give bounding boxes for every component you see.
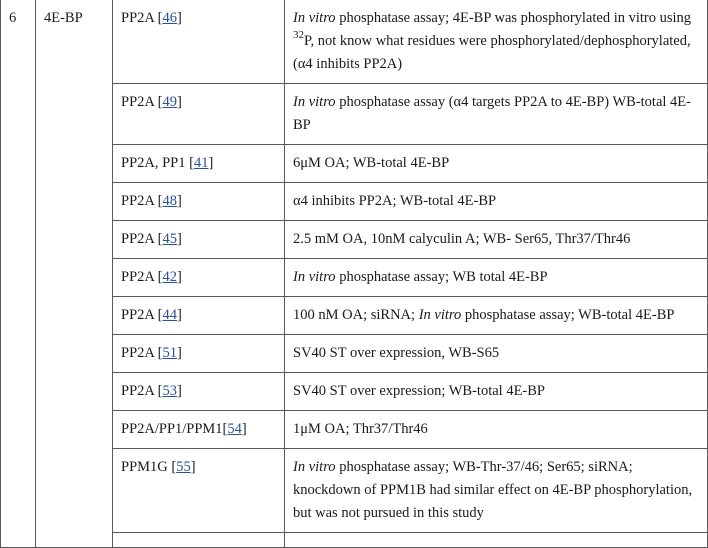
enzyme-text: PP2A [ bbox=[121, 193, 163, 209]
detail-italic: In vitro bbox=[418, 307, 462, 323]
detail-cell: 1μM OA; Thr37/Thr46 bbox=[284, 410, 708, 449]
enzyme-text: PP2A, PP1 [ bbox=[121, 155, 194, 171]
enzyme-cell: PP2A [53] bbox=[112, 372, 285, 411]
enzyme-text-end: ] bbox=[177, 345, 182, 361]
enzyme-text-end: ] bbox=[177, 193, 182, 209]
row-number: 6 bbox=[9, 10, 17, 26]
detail-text: phosphatase assay; WB-Thr-37/46; Ser65; … bbox=[293, 459, 693, 521]
enzyme-cell: PP2A [42] bbox=[112, 258, 285, 297]
detail-text: α4 inhibits PP2A; WB-total 4E-BP bbox=[293, 193, 497, 209]
reference-link[interactable]: 44 bbox=[162, 307, 178, 323]
enzyme-cell: PP2A/PP1/PPM1[54] bbox=[112, 410, 285, 449]
enzyme-text: PP2A [ bbox=[121, 307, 163, 323]
reference-link[interactable]: 42 bbox=[162, 269, 178, 285]
detail-text: SV40 ST over expression; WB-total 4E-BP bbox=[293, 383, 545, 399]
table-row: PP2A [44] 100 nM OA; siRNA; In vitro pho… bbox=[1, 296, 708, 335]
enzyme-cell: PP2A [44] bbox=[112, 296, 285, 335]
enzyme-text-end: ] bbox=[190, 459, 196, 475]
table-row: PP2A [49] In vitro phosphatase assay (α4… bbox=[1, 83, 708, 145]
reference-link[interactable]: 46 bbox=[162, 10, 178, 26]
isotope-superscript: 32 bbox=[293, 29, 304, 41]
enzyme-cell: PP2A [45] bbox=[112, 220, 285, 259]
enzyme-text-end: ] bbox=[177, 94, 182, 110]
detail-cell: 6μM OA; WB-total 4E-BP bbox=[284, 144, 708, 183]
enzyme-text-end: ] bbox=[177, 231, 182, 247]
detail-text: 6μM OA; WB-total 4E-BP bbox=[293, 155, 450, 171]
enzyme-cell-empty bbox=[112, 532, 285, 548]
enzyme-cell: PPM1G [55] bbox=[112, 448, 285, 533]
detail-text-cont: P, not know what residues were phosphory… bbox=[293, 33, 691, 72]
detail-italic: In vitro bbox=[293, 269, 336, 285]
detail-cell: SV40 ST over expression; WB-total 4E-BP bbox=[284, 372, 708, 411]
detail-text: phosphatase assay; WB total 4E-BP bbox=[335, 269, 548, 285]
detail-text-cont: phosphatase assay; WB-total 4E-BP bbox=[461, 307, 675, 323]
table-row: PP2A [45] 2.5 mM OA, 10nM calyculin A; W… bbox=[1, 220, 708, 259]
table-row: PP2A [48] α4 inhibits PP2A; WB-total 4E-… bbox=[1, 182, 708, 221]
enzyme-text-end: ] bbox=[177, 383, 182, 399]
detail-italic: In vitro bbox=[293, 10, 336, 26]
table-row: PP2A [53] SV40 ST over expression; WB-to… bbox=[1, 372, 708, 411]
reference-link[interactable]: 48 bbox=[162, 193, 178, 209]
enzyme-text: PP2A [ bbox=[121, 345, 163, 361]
enzyme-text-end: ] bbox=[241, 421, 247, 437]
enzyme-text: PP2A/PP1/PPM1[ bbox=[121, 421, 228, 437]
enzyme-cell: PP2A [48] bbox=[112, 182, 285, 221]
enzyme-text: PP2A [ bbox=[121, 383, 163, 399]
detail-text: 2.5 mM OA, 10nM calyculin A; WB- Ser65, … bbox=[293, 231, 631, 247]
reference-link[interactable]: 53 bbox=[162, 383, 178, 399]
enzyme-text-end: ] bbox=[177, 10, 182, 26]
detail-text: SV40 ST over expression, WB-S65 bbox=[293, 345, 500, 361]
detail-cell: In vitro phosphatase assay; WB-Thr-37/46… bbox=[284, 448, 708, 533]
gene-name: 4E-BP bbox=[44, 10, 83, 26]
reference-link[interactable]: 49 bbox=[162, 94, 178, 110]
detail-cell: In vitro phosphatase assay; 4E-BP was ph… bbox=[284, 0, 708, 84]
row-number-cell: 6 bbox=[0, 0, 36, 548]
detail-italic: In vitro bbox=[293, 94, 336, 110]
detail-italic: In vitro bbox=[293, 459, 336, 475]
enzyme-text-end: ] bbox=[177, 307, 182, 323]
detail-cell: α4 inhibits PP2A; WB-total 4E-BP bbox=[284, 182, 708, 221]
detail-text: 1μM OA; Thr37/Thr46 bbox=[293, 421, 428, 437]
detail-text: phosphatase assay; 4E-BP was phosphoryla… bbox=[335, 10, 692, 26]
enzyme-text: PP2A [ bbox=[121, 94, 163, 110]
enzyme-text-end: ] bbox=[177, 269, 182, 285]
enzyme-text-end: ] bbox=[208, 155, 214, 171]
enzyme-cell: PP2A [51] bbox=[112, 334, 285, 373]
reference-link[interactable]: 51 bbox=[162, 345, 178, 361]
table-row: PP2A [51] SV40 ST over expression, WB-S6… bbox=[1, 334, 708, 373]
enzyme-text: PP2A [ bbox=[121, 231, 163, 247]
detail-cell: In vitro phosphatase assay; WB total 4E-… bbox=[284, 258, 708, 297]
enzyme-text: PPM1G [ bbox=[121, 459, 177, 475]
reference-link[interactable]: 41 bbox=[193, 155, 209, 171]
detail-cell: 100 nM OA; siRNA; In vitro phosphatase a… bbox=[284, 296, 708, 335]
reference-link[interactable]: 45 bbox=[162, 231, 178, 247]
enzyme-text: PP2A [ bbox=[121, 10, 163, 26]
detail-text: phosphatase assay (α4 targets PP2A to 4E… bbox=[293, 94, 691, 133]
detail-cell: In vitro phosphatase assay (α4 targets P… bbox=[284, 83, 708, 145]
detail-cell: SV40 ST over expression, WB-S65 bbox=[284, 334, 708, 373]
enzyme-cell: PP2A, PP1 [41] bbox=[112, 144, 285, 183]
gene-cell: 4E-BP bbox=[35, 0, 113, 548]
enzyme-text: PP2A [ bbox=[121, 269, 163, 285]
enzyme-cell: PP2A [49] bbox=[112, 83, 285, 145]
detail-cell: 2.5 mM OA, 10nM calyculin A; WB- Ser65, … bbox=[284, 220, 708, 259]
reference-link[interactable]: 55 bbox=[176, 459, 191, 475]
enzyme-cell: PP2A [46] bbox=[112, 0, 285, 84]
reference-link[interactable]: 54 bbox=[227, 421, 242, 437]
detail-cell-empty bbox=[284, 532, 708, 548]
detail-text: 100 nM OA; siRNA; bbox=[293, 307, 419, 323]
